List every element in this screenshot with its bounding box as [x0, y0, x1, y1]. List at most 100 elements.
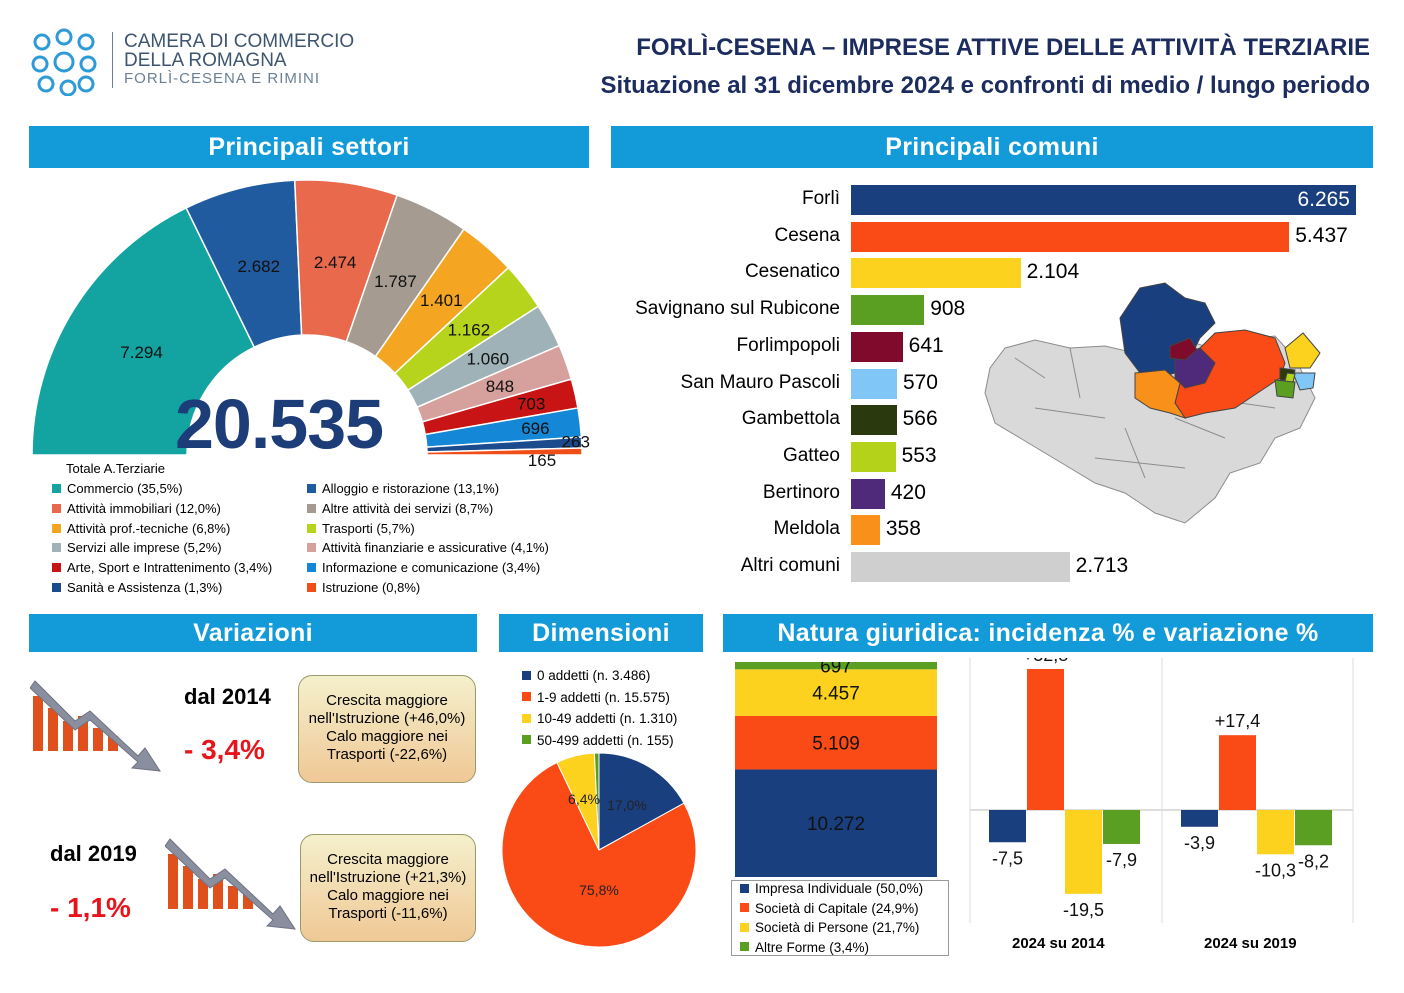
variazione-bar [1295, 810, 1332, 846]
variazione-2014-note: Crescita maggiore nell'Istruzione (+46,0… [298, 675, 476, 783]
legend-swatch [522, 670, 531, 680]
settori-legend-item: Attività finanziarie e assicurative (4,1… [307, 540, 549, 555]
note-line: Trasporti (-22,6%) [326, 746, 448, 763]
settori-slice [31, 206, 256, 456]
comune-label: Cesena [774, 224, 841, 246]
legend-swatch [740, 922, 749, 932]
org-divider [112, 32, 113, 88]
down-trend-icon [165, 838, 296, 930]
comune-value: 358 [885, 517, 921, 541]
settori-legend-item: Trasporti (5,7%) [307, 521, 415, 536]
legend-label: Informazione e comunicazione (3,4%) [322, 560, 541, 576]
comune-value: 553 [901, 443, 937, 467]
settori-data-label: 263 [562, 432, 590, 451]
settori-data-label: 2.682 [238, 257, 281, 276]
variazione-bar [1103, 810, 1140, 844]
settori-legend-item: Altre attività dei servizi (8,7%) [307, 501, 493, 516]
comune-bar [851, 552, 1070, 582]
legend-swatch [740, 883, 749, 893]
variazione-2014-period: dal 2014 [184, 684, 271, 709]
comune-value: 908 [930, 297, 966, 321]
org-name-line2: DELLA ROMAGNA [124, 50, 287, 71]
comune-label: Meldola [773, 518, 840, 540]
settori-legend-item: Attività immobiliari (12,0%) [52, 501, 221, 516]
comune-bar [851, 221, 1290, 252]
legend-label: Sanità e Assistenza (1,3%) [67, 580, 223, 595]
settori-legend-item: Attività prof.-tecniche (6,8%) [52, 521, 230, 536]
variazione-data-label: -7,9 [1106, 850, 1137, 870]
note-line: Calo maggiore nei [326, 728, 448, 745]
legend-swatch [307, 503, 316, 513]
org-name-line1: CAMERA DI COMMERCIO [124, 31, 355, 52]
legend-label: Impresa Individuale (50,0%) [755, 881, 924, 896]
variazione-2019-note: Crescita maggiore nell'Istruzione (+21,3… [300, 834, 476, 942]
group-label-2014: 2024 su 2014 [1012, 935, 1105, 952]
settori-data-label: 1.401 [420, 291, 463, 310]
settori-legend-item: Arte, Sport e Intrattenimento (3,4%) [52, 560, 272, 575]
comune-value: 420 [890, 480, 926, 504]
legend-label: Alloggio e ristorazione (13,1%) [322, 481, 500, 496]
variazione-data-label: -10,3 [1255, 860, 1296, 880]
comune-value: 5.437 [1295, 223, 1348, 247]
natura-segment-label: 5.109 [812, 734, 860, 755]
settori-data-label: 696 [521, 419, 549, 438]
comune-bar [851, 368, 897, 399]
settori-legend-item: Commercio (35,5%) [52, 481, 183, 496]
dimensioni-slice [501, 761, 697, 948]
total-label: Totale A.Terziarie [66, 461, 165, 476]
comune-label: Savignano sul Rubicone [635, 298, 840, 320]
legend-swatch [52, 543, 61, 553]
natura-legend-box [731, 880, 949, 956]
variazione-data-label: -19,5 [1063, 900, 1104, 920]
legend-swatch [52, 563, 61, 573]
dimensioni-data-label: 75,8% [579, 882, 619, 898]
total-value: 20.535 [175, 385, 384, 463]
dimensioni-data-label: 6,4% [568, 791, 600, 807]
variazione-data-label: +17,4 [1215, 711, 1261, 731]
comune-bar [851, 185, 1356, 215]
settori-slice [426, 447, 583, 456]
settori-data-label: 7.294 [120, 343, 163, 362]
comune-label: Forlì [802, 188, 840, 209]
settori-data-label: 165 [528, 451, 556, 470]
comune-value: 570 [902, 370, 938, 394]
page-title: FORLÌ-CESENA – IMPRESE ATTIVE DELLE ATTI… [636, 34, 1370, 61]
settori-data-label: 1.162 [448, 320, 491, 339]
comune-bar [851, 478, 885, 509]
settori-data-label: 1.787 [374, 272, 417, 291]
dimensioni-pie-chart: 17,0% 75,8% 6,4% [501, 752, 697, 948]
legend-label: 1-9 addetti (n. 15.575) [537, 689, 670, 705]
variazione-data-label: +32,8 [1023, 658, 1069, 665]
legend-swatch [522, 713, 531, 723]
settori-data-label: 2.474 [314, 253, 357, 272]
comune-label: Cesenatico [744, 261, 840, 283]
comune-value: 6.265 [1297, 188, 1350, 211]
comune-label: Gambettola [741, 408, 840, 430]
note-line: nell'Istruzione (+46,0%) [308, 710, 466, 727]
note-line: nell'Istruzione (+21,3%) [309, 869, 467, 886]
natura-segment [735, 669, 937, 716]
note-line: Crescita maggiore [327, 851, 449, 868]
legend-swatch [52, 484, 61, 494]
legend-swatch [307, 563, 316, 573]
legend-swatch [52, 523, 61, 533]
legend-label: Istruzione (0,8%) [322, 580, 421, 595]
dimensioni-legend-item: 0 addetti (n. 3.486) [522, 668, 650, 683]
natura-segment [735, 715, 937, 770]
dimensioni-slice [593, 752, 600, 851]
dimensioni-legend-item: 50-499 addetti (n. 155) [522, 733, 674, 748]
settori-data-label: 1.060 [467, 349, 510, 368]
legend-swatch [522, 692, 531, 702]
variazione-2019-value: - 1,1% [50, 892, 131, 923]
legend-swatch [52, 583, 61, 593]
legend-label: Trasporti (5,7%) [322, 520, 415, 536]
note-line: Calo maggiore nei [327, 887, 449, 904]
legend-label: Commercio (35,5%) [67, 481, 183, 496]
org-name-line3: FORLÌ-CESENA E RIMINI [124, 70, 321, 87]
legend-label: Attività prof.-tecniche (6,8%) [67, 520, 231, 536]
legend-label: Arte, Sport e Intrattenimento (3,4%) [67, 560, 273, 576]
variazione-data-label: -3,9 [1184, 833, 1215, 853]
comune-value: 2.713 [1075, 554, 1129, 577]
natura-legend-item: Società di Persone (21,7%) [740, 920, 919, 935]
